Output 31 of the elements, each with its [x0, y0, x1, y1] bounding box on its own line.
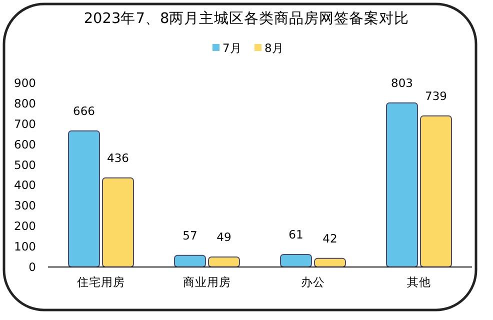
data-label: 61 — [288, 228, 304, 242]
bar — [102, 177, 134, 268]
y-tick-label: 700 — [14, 116, 36, 131]
bar — [420, 115, 452, 268]
y-tick-label: 900 — [14, 76, 36, 90]
x-tick-label: 其他 — [407, 275, 431, 289]
data-label: 57 — [182, 228, 198, 242]
x-tick-label: 住宅用房 — [76, 275, 125, 289]
bar — [386, 102, 418, 268]
data-label: 42 — [322, 231, 338, 246]
bar — [174, 254, 206, 268]
x-tick-label: 商业用房 — [183, 275, 231, 289]
legend-label: 7月 — [222, 41, 242, 55]
data-label: 803 — [391, 76, 413, 90]
y-tick-label: 500 — [14, 158, 36, 172]
x-tick-label: 办公 — [301, 275, 325, 289]
data-label: 49 — [216, 230, 232, 244]
y-tick-label: 800 — [14, 96, 36, 110]
y-tick-label: 200 — [14, 219, 36, 234]
y-tick-label: 300 — [14, 198, 36, 213]
bar — [280, 254, 312, 268]
y-tick-label: 0 — [28, 260, 36, 274]
y-tick-label: 400 — [14, 178, 36, 192]
bar — [68, 130, 100, 268]
legend-label: 8月 — [264, 41, 284, 55]
data-label: 436 — [107, 150, 129, 165]
y-tick-label: 100 — [14, 240, 36, 254]
data-label: 666 — [73, 104, 95, 118]
chart-title: 2023年7、8两月主城区各类商品房网签备案对比 — [84, 10, 410, 27]
y-tick-label: 600 — [14, 137, 36, 152]
data-label: 739 — [425, 88, 447, 103]
